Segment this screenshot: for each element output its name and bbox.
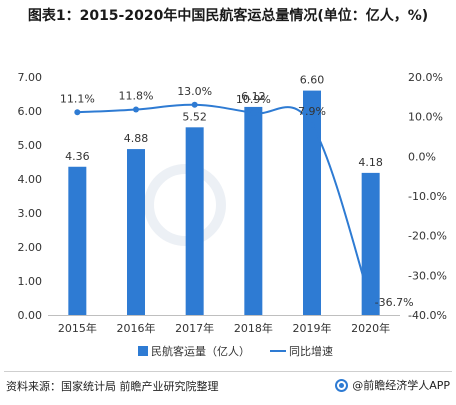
y-left-tick-label: 0.00: [18, 309, 43, 322]
y-left-tick-label: 7.00: [18, 71, 43, 84]
x-tick-label: 2020年: [351, 321, 390, 335]
growth-point: [74, 109, 81, 116]
growth-point: [250, 110, 257, 117]
x-tick-label: 2016年: [117, 321, 156, 335]
brand-logo-icon: [335, 378, 349, 392]
legend-line-label: 同比增速: [289, 344, 333, 358]
bar-value-label: 6.12: [241, 90, 266, 103]
bar: [361, 172, 380, 315]
y-left-tick-label: 3.00: [18, 207, 43, 220]
y-right-tick-label: 20.0%: [408, 71, 443, 84]
bar-value-label: 6.60: [300, 74, 325, 87]
source-note: 资料来源：国家统计局 前瞻产业研究院整理: [6, 380, 219, 393]
bar: [303, 90, 321, 315]
y-right-tick-label: -20.0%: [408, 230, 447, 243]
footer-divider: [4, 371, 452, 372]
bar-value-label: 4.18: [358, 156, 383, 169]
chart-title: 图表1：2015-2020年中国民航客运总量情况(单位：亿人，%): [27, 8, 429, 24]
growth-value-label: -36.7%: [375, 296, 414, 309]
x-tick-label: 2017年: [175, 321, 214, 335]
x-tick-label: 2018年: [234, 321, 273, 335]
x-tick-label: 2019年: [293, 321, 332, 335]
bar-value-label: 5.52: [182, 110, 207, 123]
y-left-tick-label: 4.00: [18, 173, 43, 186]
y-right-tick-label: -10.0%: [408, 190, 447, 203]
x-tick-label: 2015年: [58, 321, 97, 335]
growth-value-label: 7.9%: [298, 105, 326, 118]
y-left-tick-label: 2.00: [18, 241, 43, 254]
watermark-logo-icon: [144, 164, 226, 246]
chart-area: 0.001.002.003.004.005.006.007.00-40.0%-3…: [18, 71, 447, 358]
y-right-tick-label: -40.0%: [408, 309, 447, 322]
y-right-tick-label: 10.0%: [408, 111, 443, 124]
legend-bar-label: 民航客运量（亿人）: [151, 344, 250, 358]
bar: [185, 127, 204, 315]
y-left-tick-label: 1.00: [18, 275, 43, 288]
growth-value-label: 11.1%: [60, 92, 95, 105]
growth-value-label: 11.8%: [119, 90, 154, 103]
growth-point: [309, 121, 315, 128]
brand-text: @前瞻经济学人APP: [352, 379, 450, 392]
bar: [244, 106, 263, 315]
y-left-tick-label: 6.00: [18, 105, 43, 118]
growth-point: [367, 298, 374, 305]
bar-value-label: 4.88: [124, 132, 149, 145]
growth-point: [191, 101, 198, 108]
y-right-tick-label: 0.0%: [408, 150, 436, 163]
bar: [68, 166, 87, 315]
y-left-tick-label: 5.00: [18, 139, 43, 152]
y-right-tick-label: -30.0%: [408, 269, 447, 282]
bar-value-label: 4.36: [65, 150, 90, 163]
growth-value-label: 10.9%: [236, 93, 271, 106]
legend-bar-swatch: [138, 346, 148, 356]
growth-value-label: 13.0%: [177, 85, 212, 98]
brand-credit: @前瞻经济学人APP: [335, 377, 450, 393]
growth-point: [133, 106, 139, 113]
bar: [127, 149, 145, 315]
